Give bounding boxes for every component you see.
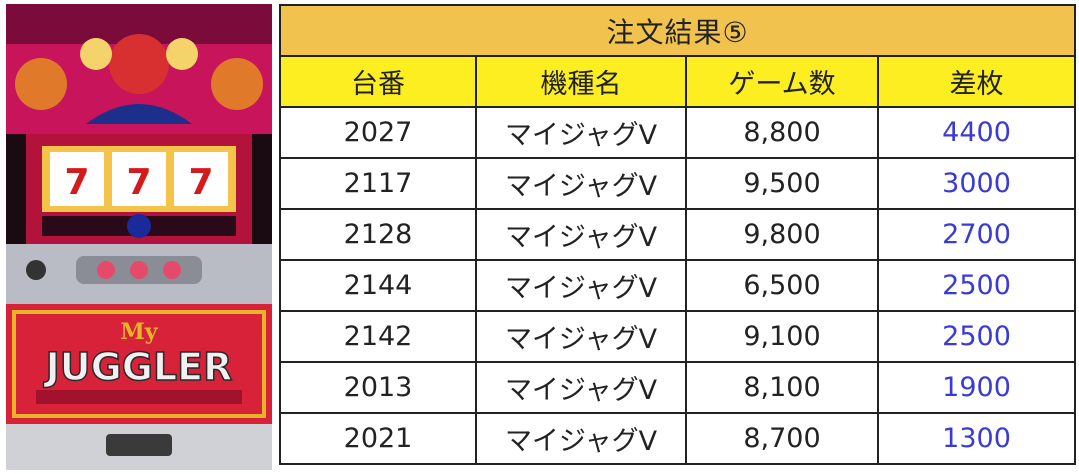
cell-diff: 1300 — [876, 412, 1077, 465]
results-table-container: 注文結果⑤ 台番 機種名 ゲーム数 差枚 2027 マイジャグV 8,800 4… — [278, 4, 1077, 470]
cell-model: マイジャグV — [475, 412, 687, 465]
cell-diff: 2500 — [876, 310, 1077, 363]
slot-machine-illustration: 7 7 7 My JUGGLER — [6, 4, 272, 470]
table-row: 2013 マイジャグV 8,100 1900 — [279, 361, 1077, 414]
cell-machine-no: 2021 — [279, 412, 477, 465]
cell-model: マイジャグV — [475, 361, 687, 414]
cell-machine-no: 2144 — [279, 259, 477, 312]
header-machine-no: 台番 — [279, 55, 477, 108]
header-diff: 差枚 — [876, 55, 1077, 108]
cell-games: 9,800 — [685, 208, 879, 261]
cell-diff: 2700 — [876, 208, 1077, 261]
logo-my: My — [120, 319, 158, 345]
cell-games: 8,100 — [685, 361, 879, 414]
header-model: 機種名 — [475, 55, 687, 108]
logo-juggler: JUGGLER — [43, 345, 233, 389]
cell-games: 9,100 — [685, 310, 879, 363]
cell-machine-no: 2142 — [279, 310, 477, 363]
cell-games: 8,700 — [685, 412, 879, 465]
cell-model: マイジャグV — [475, 157, 687, 210]
reel-symbol-1: 7 — [64, 162, 89, 203]
table-header-row: 台番 機種名 ゲーム数 差枚 — [279, 55, 1077, 108]
table-row: 2144 マイジャグV 6,500 2500 — [279, 259, 1077, 312]
cell-model: マイジャグV — [475, 310, 687, 363]
cell-games: 6,500 — [685, 259, 879, 312]
cell-machine-no: 2013 — [279, 361, 477, 414]
table-title: 注文結果⑤ — [278, 4, 1077, 57]
results-table: 注文結果⑤ 台番 機種名 ゲーム数 差枚 2027 マイジャグV 8,800 4… — [278, 4, 1077, 465]
table-row: 2128 マイジャグV 9,800 2700 — [279, 208, 1077, 261]
cell-model: マイジャグV — [475, 208, 687, 261]
table-row: 2027 マイジャグV 8,800 4400 — [279, 106, 1077, 159]
reel-symbol-2: 7 — [126, 162, 151, 203]
cell-model: マイジャグV — [475, 259, 687, 312]
cell-games: 8,800 — [685, 106, 879, 159]
cell-games: 9,500 — [685, 157, 879, 210]
table-row: 2142 マイジャグV 9,100 2500 — [279, 310, 1077, 363]
cell-diff: 4400 — [876, 106, 1077, 159]
cell-diff: 2500 — [876, 259, 1077, 312]
cell-machine-no: 2117 — [279, 157, 477, 210]
header-games: ゲーム数 — [685, 55, 879, 108]
cell-machine-no: 2128 — [279, 208, 477, 261]
table-row: 2021 マイジャグV 8,700 1300 — [279, 412, 1077, 465]
cell-diff: 1900 — [876, 361, 1077, 414]
table-row: 2117 マイジャグV 9,500 3000 — [279, 157, 1077, 210]
cell-model: マイジャグV — [475, 106, 687, 159]
slot-machine-image: 7 7 7 My JUGGLER — [6, 4, 272, 470]
cell-machine-no: 2027 — [279, 106, 477, 159]
reel-symbol-3: 7 — [188, 162, 213, 203]
cell-diff: 3000 — [876, 157, 1077, 210]
table-title-row: 注文結果⑤ — [278, 4, 1077, 57]
